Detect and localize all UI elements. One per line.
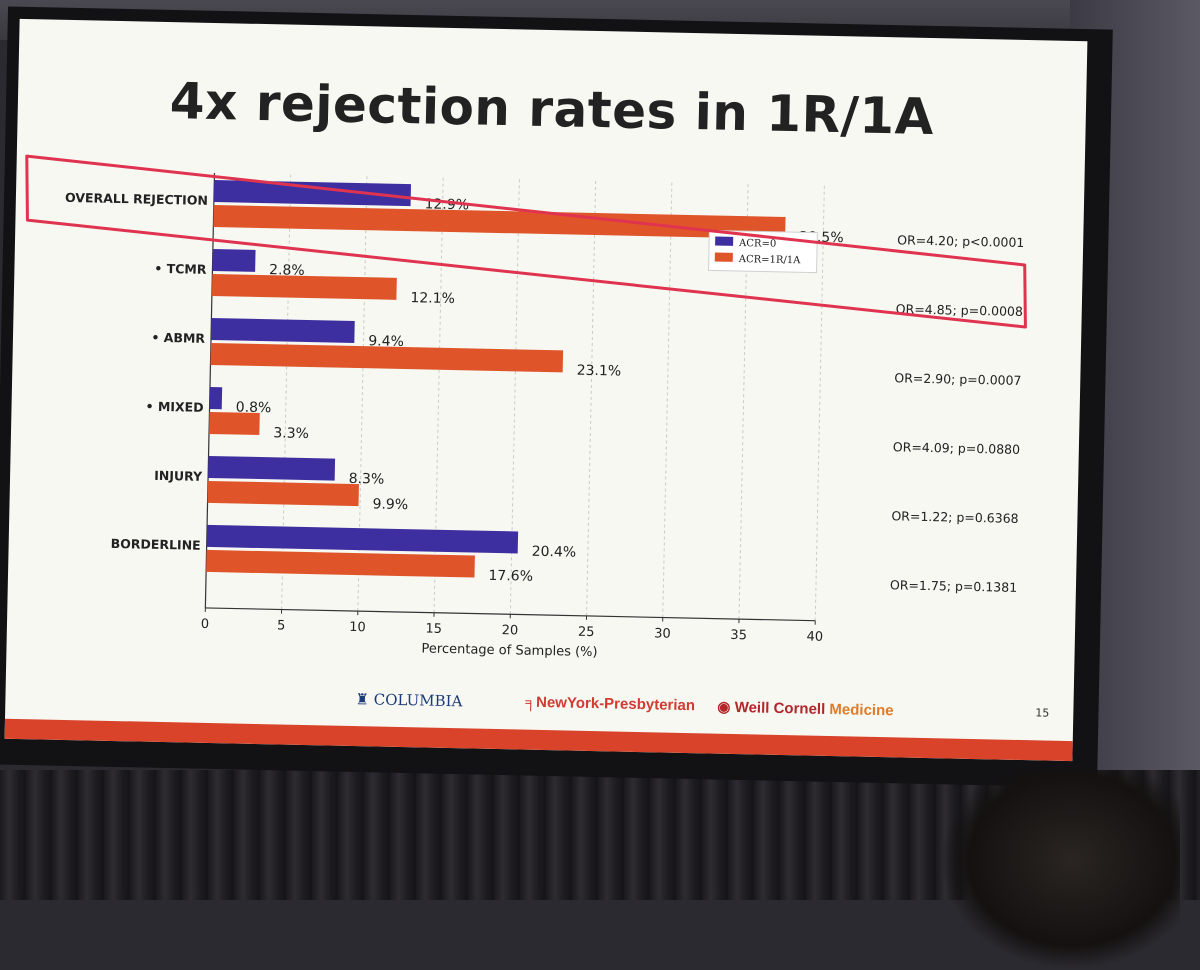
- page-number: 15: [1035, 706, 1049, 719]
- gridline-5: [587, 181, 596, 616]
- bar-0-1: [213, 205, 785, 239]
- nyp-logo: ╕NewYork-Presbyterian: [525, 694, 695, 715]
- odds-ratio-annotation-3: OR=4.09; p=0.0880: [893, 439, 1020, 457]
- bar-0-0: [214, 180, 411, 206]
- x-tick-label-1: 5: [277, 618, 286, 633]
- odds-ratio-annotation-2: OR=2.90; p=0.0007: [894, 370, 1021, 388]
- weill-logo-text-a: Weill Cornell: [734, 699, 829, 718]
- bar-1-1: [212, 274, 397, 300]
- category-label-0: OVERALL REJECTION: [65, 190, 208, 208]
- bar-value-label-2-1: 23.1%: [577, 363, 622, 380]
- columbia-logo-text: COLUMBIA: [374, 690, 463, 710]
- x-axis-label: Percentage of Samples (%): [421, 641, 597, 660]
- bar-value-label-5-0: 20.4%: [532, 544, 577, 561]
- columbia-logo: ♜ COLUMBIA: [355, 690, 462, 710]
- bar-3-0: [210, 387, 223, 409]
- legend-swatch-0: [715, 237, 733, 246]
- presentation-slide: 4x rejection rates in 1R/1A 12.9%38.5%OV…: [5, 19, 1088, 761]
- x-tick-label-4: 20: [502, 623, 519, 638]
- category-label-5: BORDERLINE: [111, 536, 201, 553]
- legend-label-1: ACR=1R/1A: [738, 254, 802, 266]
- audience-silhouette: [940, 770, 1180, 970]
- x-tick-label-6: 30: [654, 626, 671, 641]
- category-label-3: • MIXED: [145, 399, 203, 415]
- bar-2-0: [211, 318, 355, 343]
- x-tick-label-5: 25: [578, 625, 595, 640]
- weill-cornell-logo: ◉ Weill Cornell Medicine: [717, 698, 894, 720]
- odds-ratio-annotation-0: OR=4.20; p<0.0001: [897, 232, 1024, 250]
- category-label-1: • TCMR: [154, 261, 207, 277]
- category-label-2: • ABMR: [151, 330, 205, 346]
- bar-value-label-5-1: 17.6%: [488, 568, 533, 585]
- gridline-6: [663, 183, 672, 618]
- x-tick-label-3: 15: [425, 622, 442, 637]
- legend-label-0: ACR=0: [738, 238, 776, 250]
- odds-ratio-annotation-4: OR=1.22; p=0.6368: [891, 508, 1018, 526]
- bar-4-1: [208, 481, 359, 506]
- x-tick-label-2: 10: [349, 620, 366, 635]
- bar-5-1: [206, 550, 475, 578]
- legend-swatch-1: [715, 253, 733, 262]
- bar-value-label-1-1: 12.1%: [410, 290, 455, 307]
- bar-value-label-3-1: 3.3%: [273, 425, 309, 442]
- bar-3-1: [209, 412, 260, 435]
- odds-ratio-annotation-5: OR=1.75; p=0.1381: [890, 577, 1017, 595]
- category-label-4: INJURY: [154, 468, 203, 484]
- bar-1-0: [212, 249, 255, 272]
- bar-value-label-4-1: 9.9%: [372, 496, 408, 513]
- x-tick-label-0: 0: [201, 617, 210, 632]
- bar-5-0: [207, 525, 518, 554]
- x-tick-label-8: 40: [806, 630, 823, 645]
- bar-2-1: [210, 343, 563, 372]
- nyp-logo-text: NewYork-Presbyterian: [536, 694, 695, 714]
- overall-rejection-highlight: [24, 156, 1029, 327]
- bar-4-0: [208, 456, 335, 481]
- x-tick-label-7: 35: [730, 628, 747, 643]
- weill-logo-text-b: Medicine: [829, 701, 894, 719]
